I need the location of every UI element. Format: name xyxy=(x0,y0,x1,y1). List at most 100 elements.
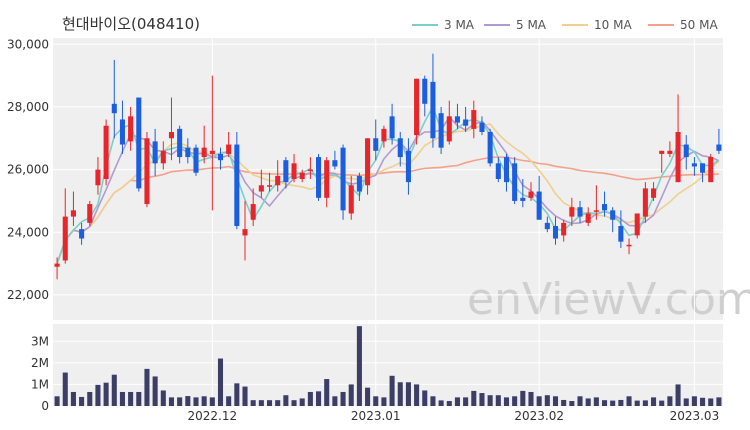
candle-body xyxy=(708,157,714,183)
candle-body xyxy=(495,163,501,179)
volume-bar xyxy=(160,390,166,406)
volume-bar xyxy=(258,400,264,406)
volume-bar xyxy=(446,401,452,406)
legend-label: 10 MA xyxy=(594,18,632,32)
ma-10-line xyxy=(56,123,720,264)
volume-bar xyxy=(601,400,608,406)
candle-body xyxy=(316,157,322,198)
volume-bar xyxy=(536,396,542,406)
volume-bar xyxy=(642,400,648,406)
volume-bar xyxy=(438,400,444,406)
volume-bar xyxy=(185,396,191,406)
candle-body xyxy=(242,229,248,236)
volume-bar xyxy=(373,396,379,406)
volume-bar xyxy=(691,396,697,406)
volume-bar xyxy=(618,399,624,406)
volume-bar xyxy=(569,401,575,406)
volume-bar xyxy=(528,391,534,406)
volume-bar xyxy=(487,395,493,406)
volume-bar xyxy=(520,390,526,406)
ma-3-line xyxy=(56,104,720,264)
candle-body xyxy=(373,138,379,151)
candle-body xyxy=(291,163,297,179)
candle-body xyxy=(585,213,591,223)
candle-body xyxy=(95,169,101,186)
candle-body xyxy=(626,244,632,247)
candle-body xyxy=(503,157,510,183)
volume-bar xyxy=(87,391,93,406)
candle-body xyxy=(177,128,183,158)
candle-body xyxy=(700,163,706,173)
candle-body xyxy=(209,150,215,154)
candle-body xyxy=(111,103,117,114)
candle-body xyxy=(70,210,76,217)
candles xyxy=(54,53,722,280)
volume-bar xyxy=(479,393,485,406)
legend-label: 5 MA xyxy=(516,18,547,32)
candle-body xyxy=(152,141,158,164)
volume-bar xyxy=(503,397,510,406)
candle-body xyxy=(618,226,624,242)
candle-body xyxy=(675,132,681,183)
volume-bar xyxy=(463,397,469,406)
date-tick-label: 2022.12 xyxy=(188,409,238,423)
volume-bar xyxy=(316,391,322,406)
candle-body xyxy=(683,144,689,158)
volume-bar xyxy=(683,398,689,406)
candle-body xyxy=(601,204,608,211)
candle-body xyxy=(144,138,150,205)
volume-bar xyxy=(152,376,158,406)
candle-body xyxy=(340,147,346,211)
volume-bar xyxy=(209,397,215,406)
volume-bar xyxy=(544,395,550,406)
volume-bar xyxy=(340,391,346,406)
volume-bar xyxy=(332,396,338,406)
volume-tick-label: 3M xyxy=(31,334,49,348)
candle-body xyxy=(332,160,338,167)
volume-bar xyxy=(716,397,722,406)
candle-body xyxy=(54,263,60,267)
candle-body xyxy=(520,197,526,201)
volume-bar xyxy=(348,384,354,406)
volume-bar xyxy=(128,391,134,406)
candle-body xyxy=(356,175,362,192)
price-tick-label: 30,000 xyxy=(7,37,49,51)
volume-bar xyxy=(659,400,665,406)
candle-body xyxy=(716,144,722,151)
volume-bar xyxy=(454,397,460,406)
price-tick-label: 22,000 xyxy=(7,288,49,302)
candle-body xyxy=(381,128,387,142)
volume-bar xyxy=(250,400,256,406)
volume-bar xyxy=(422,390,428,406)
candle-body xyxy=(234,144,240,226)
candle-body xyxy=(610,210,616,220)
candle-body xyxy=(226,144,232,154)
volume-bar xyxy=(626,396,632,406)
candle-body xyxy=(217,153,224,161)
candle-body xyxy=(659,150,665,154)
candle-body xyxy=(299,172,305,179)
volume-tick-label: 0 xyxy=(41,399,49,413)
axes: 30,000 28,000 26,000 24,000 22,000 3M 2M 1M 0 202… xyxy=(7,37,719,423)
volume-bar xyxy=(283,395,289,406)
volume-bar xyxy=(266,400,273,406)
candle-body xyxy=(593,210,599,212)
candle-body xyxy=(512,163,518,201)
volume-bars xyxy=(54,326,722,406)
volume-bar xyxy=(54,396,60,406)
volume-bar xyxy=(651,397,657,406)
date-tick-label: 2023.01 xyxy=(351,409,401,423)
volume-bar xyxy=(95,384,101,406)
candle-body xyxy=(365,138,371,186)
price-tick-label: 26,000 xyxy=(7,163,49,177)
chart-title: 현대바이오(048410) xyxy=(62,15,200,33)
candle-body xyxy=(471,110,477,129)
volume-tick-label: 1M xyxy=(31,377,49,391)
volume-bar xyxy=(561,399,567,406)
ma-50-line xyxy=(56,156,719,264)
candle-body xyxy=(487,132,493,164)
candle-body xyxy=(307,169,313,172)
date-tick-label: 2023.03 xyxy=(670,409,720,423)
